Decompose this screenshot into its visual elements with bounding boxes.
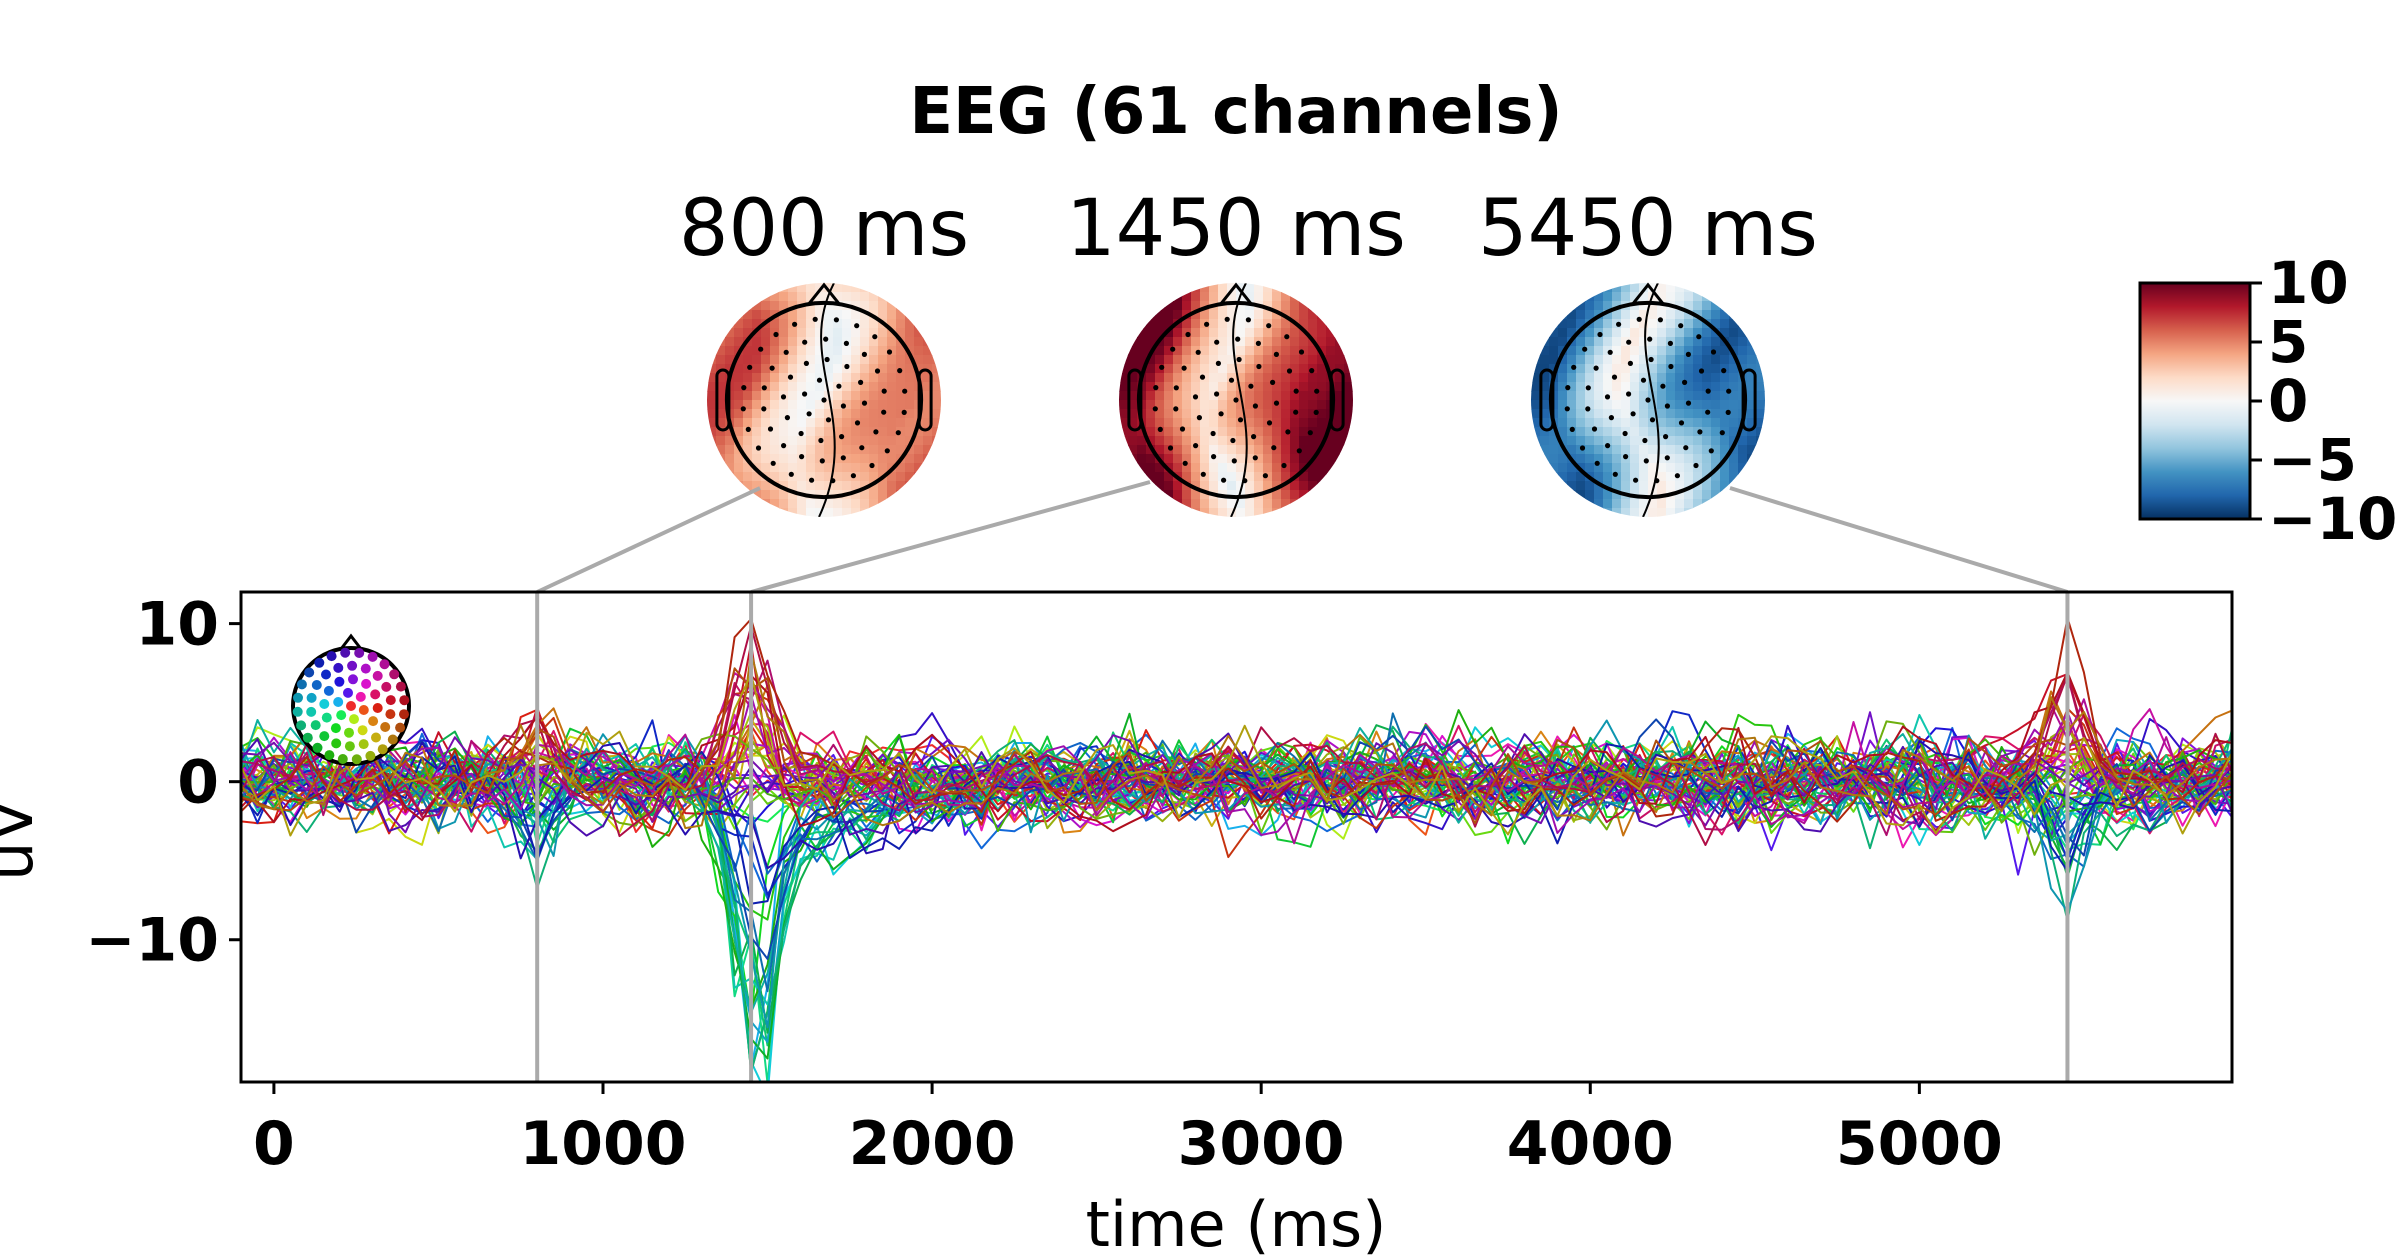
topomap-1 — [707, 282, 941, 517]
topomaps — [707, 282, 1765, 517]
channel-trace — [241, 694, 2232, 836]
sensor-layout-inset — [291, 633, 411, 766]
channel-trace — [241, 625, 2232, 846]
channel-trace — [241, 667, 2232, 825]
chart-title: EEG (61 channels) — [909, 75, 1562, 149]
colorbar-tick-label: −5 — [2268, 426, 2357, 494]
y-tick-label: 10 — [136, 590, 220, 660]
channel-traces — [241, 617, 2232, 1082]
x-tick-label: 1000 — [520, 1109, 687, 1179]
colorbar-tick-label: −10 — [2268, 485, 2397, 553]
plot-frame — [239, 590, 2234, 1084]
x-tick-label: 4000 — [1507, 1109, 1674, 1179]
channel-trace — [241, 738, 2232, 905]
x-tick-label: 0 — [253, 1109, 295, 1179]
topomap-2 — [1119, 282, 1353, 517]
channel-trace — [241, 651, 2232, 830]
channel-trace — [241, 678, 2232, 845]
connector-line-2 — [750, 480, 1151, 594]
channel-trace — [241, 659, 2232, 837]
colorbar-tick-label: 10 — [2268, 249, 2349, 317]
x-axis-label: time (ms) — [1086, 1188, 1387, 1260]
channel-trace — [241, 671, 2232, 833]
butterfly-plot: 0 1000 2000 3000 4000 5000 10 0 −10 — [85, 590, 2234, 1179]
colorbar-tick-label: 5 — [2268, 308, 2308, 376]
topomap-3 — [1531, 282, 1765, 517]
topomap-title-1: 800 ms — [679, 184, 969, 274]
x-tick-label: 2000 — [849, 1109, 1016, 1179]
x-tick-label: 3000 — [1178, 1109, 1345, 1179]
connector-lines — [536, 480, 2069, 594]
topomap-title-3: 5450 ms — [1478, 184, 1818, 274]
y-tick-label: −10 — [85, 906, 219, 976]
y-tick-label: 0 — [177, 748, 219, 818]
topomap-title-2: 1450 ms — [1066, 184, 1406, 274]
connector-line-1 — [536, 486, 761, 594]
x-tick-label: 5000 — [1836, 1109, 2003, 1179]
y-axis-label: uV — [0, 799, 47, 881]
channel-trace — [241, 673, 2232, 837]
connector-line-3 — [1729, 486, 2069, 594]
colorbar-gradient — [2138, 281, 2252, 521]
colorbar-tick-label: 0 — [2268, 367, 2308, 435]
